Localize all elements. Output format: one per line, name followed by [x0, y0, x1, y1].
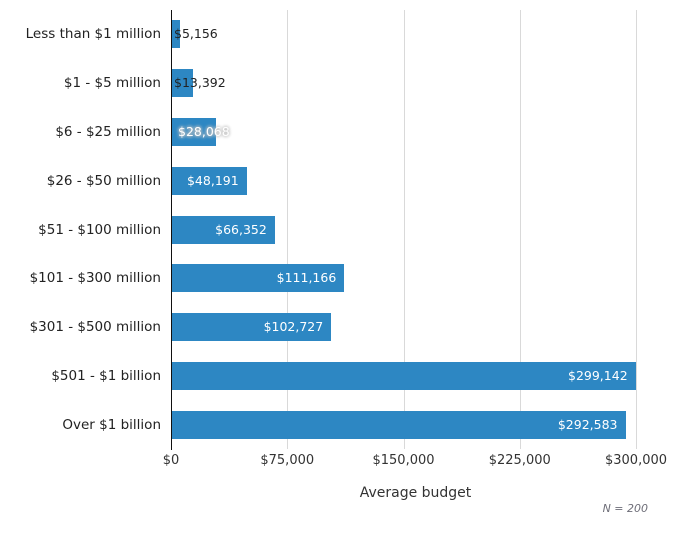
x-axis-tick-label: $150,000 [372, 453, 435, 468]
category-label: $301 - $500 million [29, 319, 161, 336]
x-axis-tick-label: $300,000 [604, 453, 668, 468]
category-label: $101 - $300 million [29, 270, 161, 287]
category-label: Less than $1 million [25, 26, 161, 43]
category-label: $6 - $25 million [55, 123, 161, 140]
bar[interactable] [172, 20, 180, 49]
bar-value-label: $48,191 [186, 172, 239, 188]
bar[interactable] [172, 410, 626, 439]
x-axis-tick-label: $225,000 [488, 453, 551, 468]
sample-size-note: N = 200 [602, 502, 648, 515]
bar[interactable] [172, 117, 216, 146]
x-axis-tick-label: $75,000 [260, 453, 315, 468]
bar-value-label: $66,352 [215, 221, 267, 237]
bar[interactable] [172, 69, 193, 98]
category-label: $51 - $100 million [38, 221, 161, 238]
category-label: Over $1 billion [62, 416, 161, 433]
bar[interactable] [172, 166, 247, 195]
bar-value-label: $102,727 [263, 319, 324, 335]
bar[interactable] [172, 361, 636, 390]
category-label: $501 - $1 billion [51, 367, 161, 384]
bar[interactable] [172, 264, 345, 293]
category-label: $26 - $50 million [46, 172, 161, 189]
gridline [519, 10, 521, 449]
bar-value-label: $5,156 [174, 26, 218, 42]
x-axis-tick-label: $0 [162, 453, 180, 468]
plot-area: $5,156 $13,392 $28,068 $48,191 $66,352 $111,1… [172, 10, 661, 449]
bar-value-label: $13,392 [174, 75, 226, 91]
bar[interactable] [172, 313, 332, 342]
x-axis-title: Average budget [359, 485, 472, 501]
gridline [403, 10, 405, 449]
y-axis-line [171, 10, 172, 450]
bar-value-label: $292,583 [557, 416, 618, 432]
gridline [287, 10, 289, 449]
bar-value-label: $299,142 [568, 367, 628, 383]
category-label: $1 - $5 million [63, 75, 161, 92]
bar[interactable] [172, 215, 275, 244]
bar-value-label: $28,068 [178, 123, 230, 139]
bar-value-label: $111,166 [276, 270, 337, 286]
gridline [636, 10, 637, 449]
